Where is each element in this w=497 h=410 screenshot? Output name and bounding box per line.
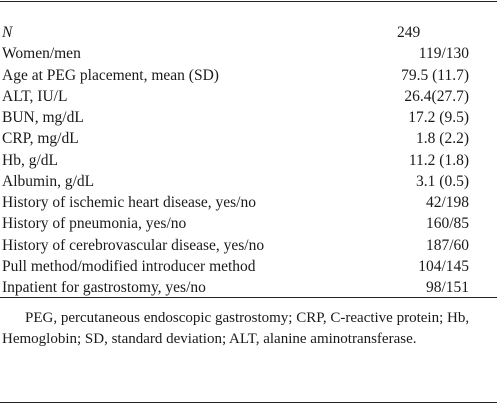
row-label: N bbox=[2, 24, 13, 41]
table-row: CRP, mg/dL 1.8 (2.2) bbox=[0, 128, 497, 149]
row-label: History of pneumonia, yes/no bbox=[2, 215, 187, 233]
table-row: ALT, IU/L 26.4(27.7) bbox=[0, 86, 497, 107]
table-row: Women/men 119/130 bbox=[0, 43, 497, 64]
row-value: 160/85 bbox=[425, 215, 469, 233]
row-value: 1.8 (2.2) bbox=[416, 130, 469, 148]
table-row: History of pneumonia, yes/no 160/85 bbox=[0, 213, 497, 234]
table-footnote: PEG, percutaneous endoscopic gastrostomy… bbox=[2, 310, 470, 347]
row-value: 26.4(27.7) bbox=[404, 87, 469, 105]
table-row: History of ischemic heart disease, yes/n… bbox=[0, 192, 497, 213]
row-label: ALT, IU/L bbox=[2, 87, 68, 105]
row-value: 11.2 (1.8) bbox=[408, 151, 469, 169]
row-label: Age at PEG placement, mean (SD) bbox=[2, 66, 219, 84]
row-label: Albumin, g/dL bbox=[2, 172, 95, 190]
patient-characteristics-table: N 249 Women/men 119/130 Age at PEG place… bbox=[0, 22, 497, 298]
table-row: Age at PEG placement, mean (SD) 79.5 (11… bbox=[0, 65, 497, 86]
row-value: 79.5 (11.7) bbox=[401, 66, 469, 84]
row-label: Hb, g/dL bbox=[2, 151, 58, 169]
table-row: Albumin, g/dL 3.1 (0.5) bbox=[0, 171, 497, 192]
row-label: Inpatient for gastrostomy, yes/no bbox=[2, 279, 206, 296]
table-row: Hb, g/dL 11.2 (1.8) bbox=[0, 150, 497, 171]
footnote-bottom-rule bbox=[0, 402, 497, 403]
row-label: BUN, mg/dL bbox=[2, 109, 84, 126]
table-row: Inpatient for gastrostomy, yes/no 98/151 bbox=[0, 277, 497, 298]
row-value: 119/130 bbox=[418, 45, 469, 63]
row-label: Women/men bbox=[2, 45, 81, 63]
table-top-rule bbox=[0, 1, 497, 2]
row-value: 17.2 (9.5) bbox=[408, 109, 469, 126]
table-row: History of cerebrovascular disease, yes/… bbox=[0, 235, 497, 256]
row-value: 249 bbox=[397, 24, 421, 41]
row-label: History of ischemic heart disease, yes/n… bbox=[2, 194, 256, 211]
row-value: 3.1 (0.5) bbox=[416, 172, 469, 190]
row-value: 98/151 bbox=[425, 279, 469, 296]
table-row: BUN, mg/dL 17.2 (9.5) bbox=[0, 107, 497, 128]
row-label: Pull method/modified introducer method bbox=[2, 257, 256, 275]
row-value: 187/60 bbox=[425, 236, 469, 254]
row-value: 42/198 bbox=[425, 194, 469, 211]
table-row: Pull method/modified introducer method 1… bbox=[0, 256, 497, 277]
row-label: CRP, mg/dL bbox=[2, 130, 79, 148]
row-label: History of cerebrovascular disease, yes/… bbox=[2, 236, 265, 254]
row-value: 104/145 bbox=[418, 257, 469, 275]
table-row: N 249 bbox=[0, 22, 497, 43]
table-bottom-rule bbox=[0, 297, 497, 298]
